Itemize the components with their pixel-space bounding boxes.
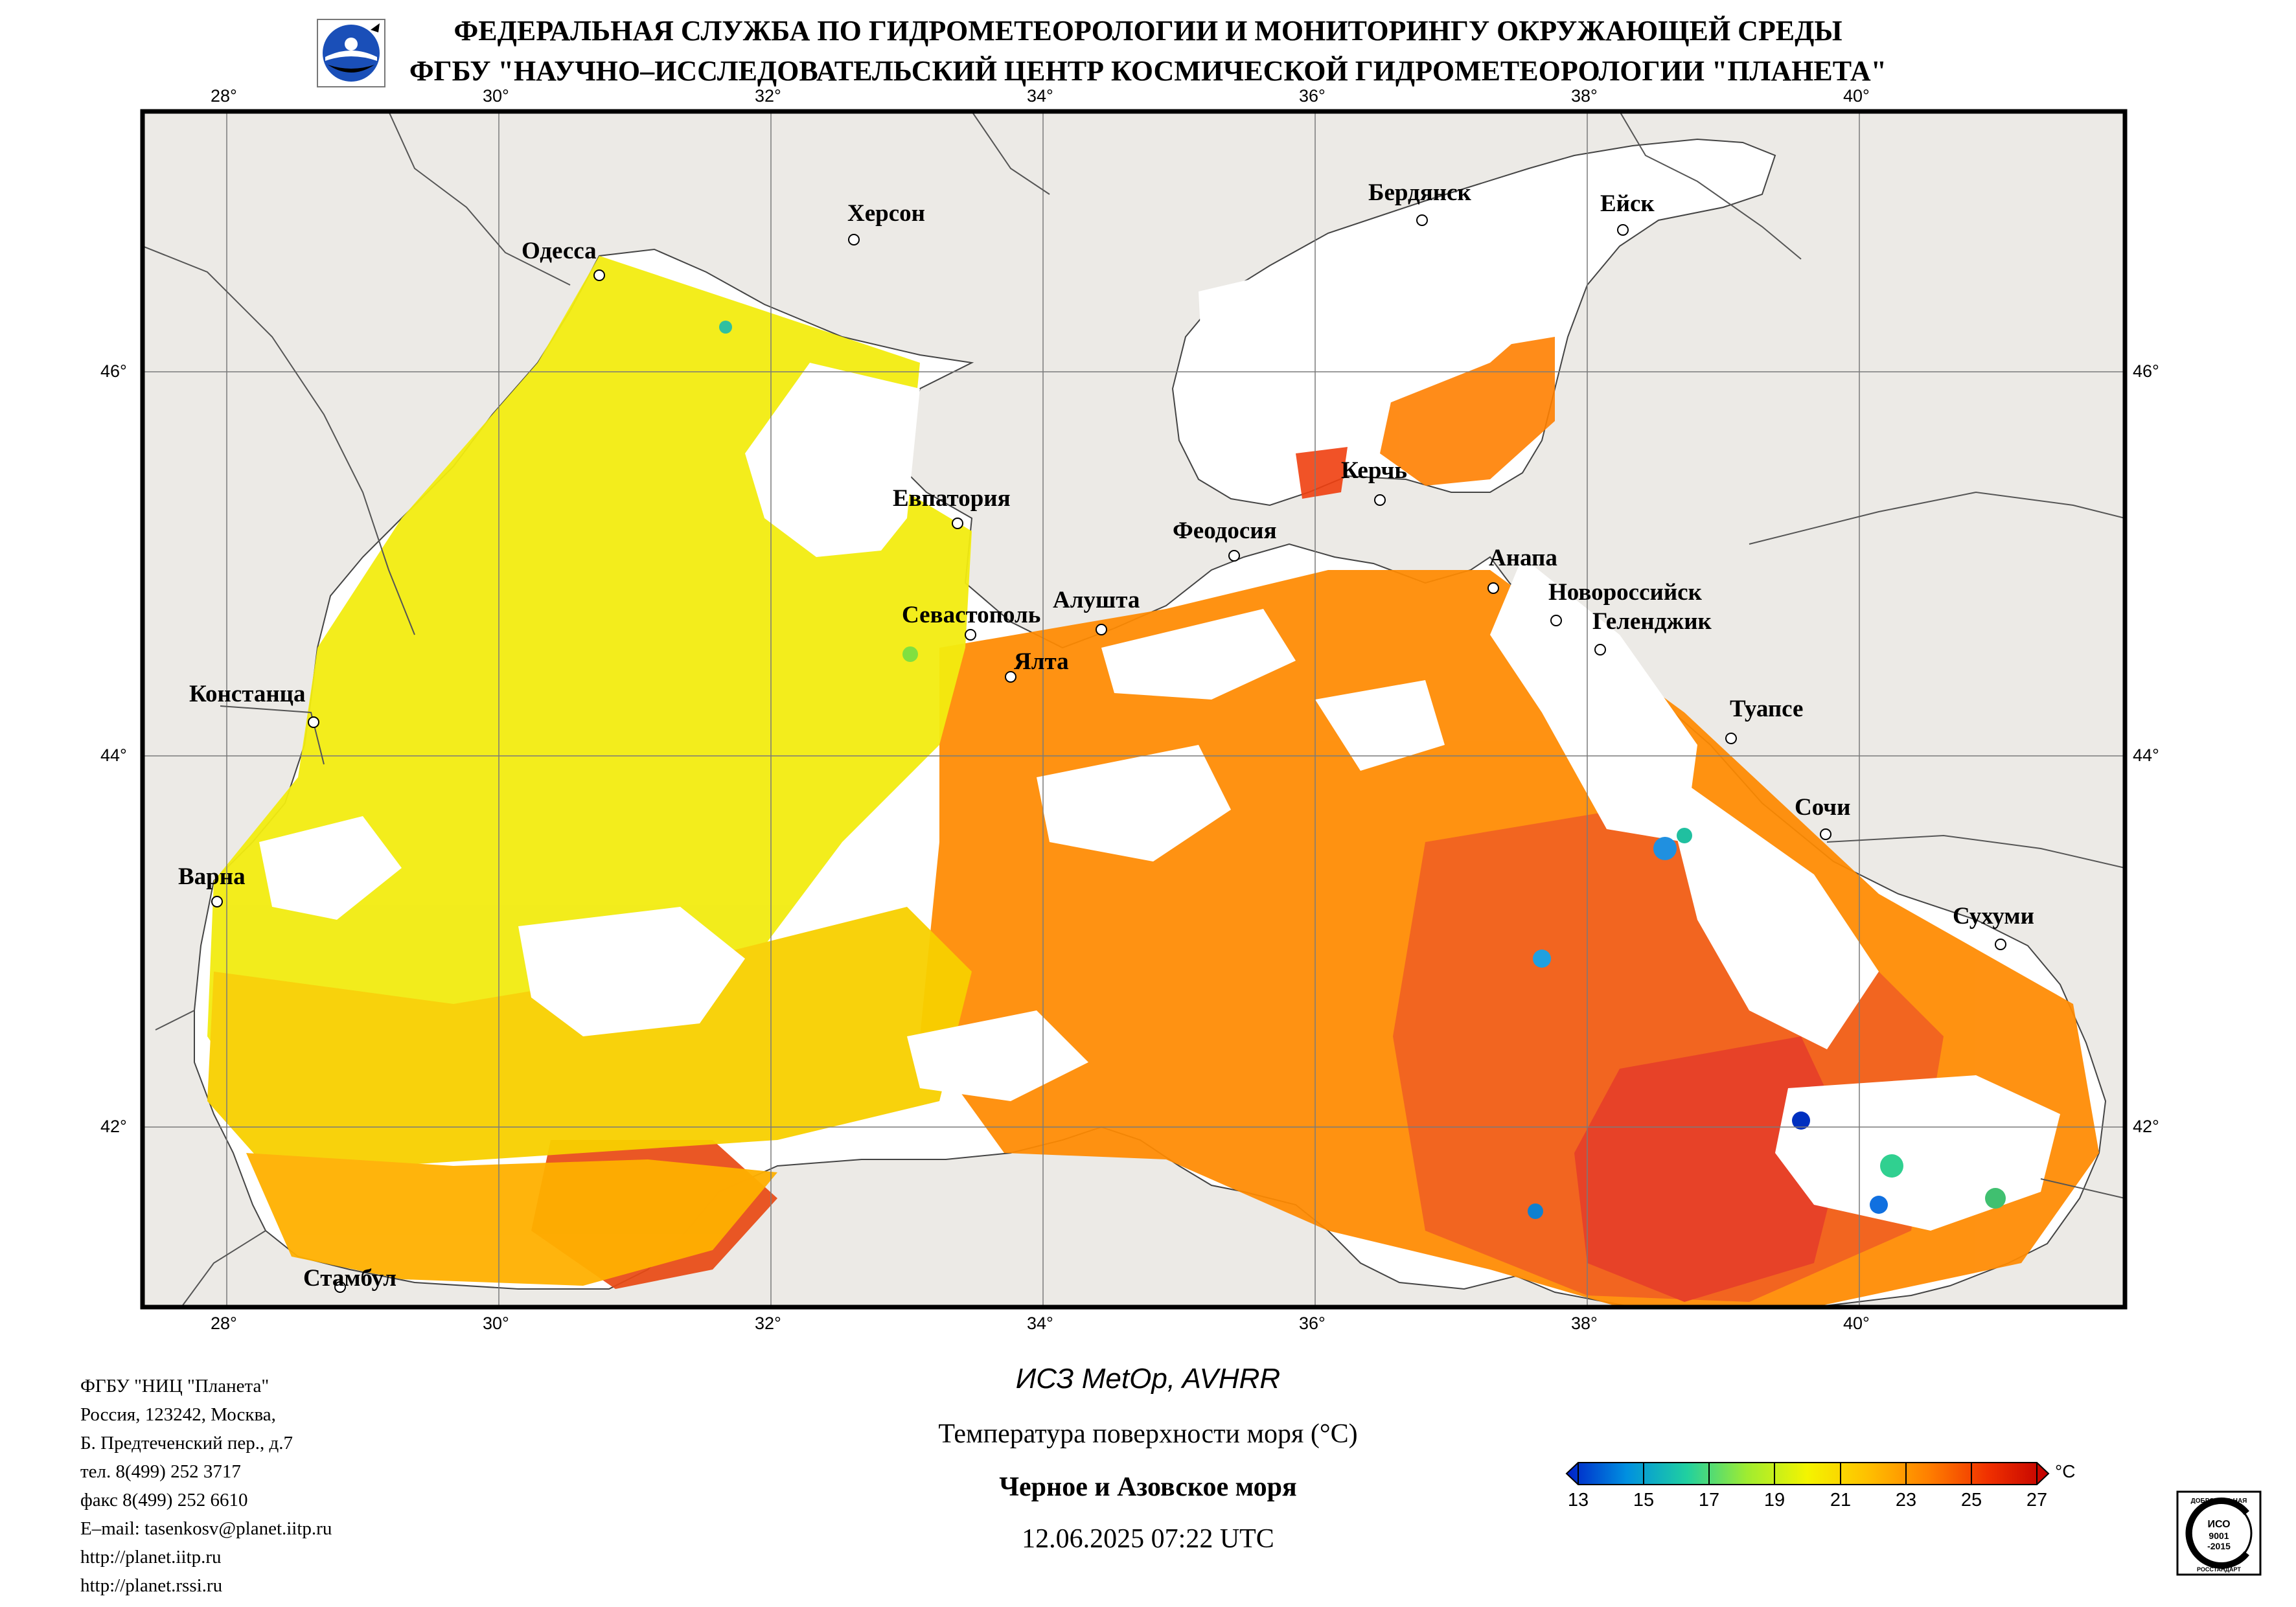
caption-datetime: 12.06.2025 07:22 UTC: [1022, 1524, 1274, 1554]
iso-center-text: ИСО: [2207, 1519, 2230, 1530]
colorbar-tick-23: 23: [1895, 1490, 1917, 1510]
city-markers: [211, 214, 2006, 1293]
map-frame: [140, 109, 2128, 1310]
lon-label-top-32: 32°: [755, 86, 781, 106]
lon-label-top-34: 34°: [1027, 86, 1053, 106]
graticule: [143, 111, 2125, 1307]
lat-label-right-46: 46°: [2133, 361, 2159, 381]
lat-label-left-44: 44°: [100, 746, 127, 765]
lat-label-right-42: 42°: [2133, 1117, 2159, 1136]
city-label-tuapse: Туапсе: [1730, 696, 1804, 722]
lon-label-top-36: 36°: [1299, 86, 1326, 106]
city-label-gelendzhik: Геленджик: [1592, 608, 1712, 635]
header-line-1: ФЕДЕРАЛЬНАЯ СЛУЖБА ПО ГИДРОМЕТЕОРОЛОГИИ …: [453, 15, 1843, 47]
city-label-evpatoria: Евпатория: [893, 485, 1011, 512]
colorbar-tick-25: 25: [1960, 1490, 1982, 1510]
address-org: ФГБУ "НИЦ "Планета": [80, 1376, 270, 1396]
address-phone: тел. 8(499) 252 3717: [80, 1461, 241, 1482]
address-website-1[interactable]: http://planet.iitp.ru: [80, 1547, 222, 1567]
iso-year-text: -2015: [2207, 1541, 2231, 1551]
colorbar-tick-17: 17: [1698, 1490, 1720, 1510]
address-country-city: Россия, 123242, Москва,: [80, 1404, 276, 1425]
city-label-alushta: Алушта: [1053, 587, 1140, 613]
address-website-2[interactable]: http://planet.rssi.ru: [80, 1575, 223, 1596]
lat-label-left-42: 42°: [100, 1117, 127, 1136]
colorbar-unit: °C: [2055, 1461, 2076, 1481]
lon-label-top-38: 38°: [1571, 86, 1598, 106]
colorbar-tick-27: 27: [2026, 1490, 2048, 1510]
lon-label-top-28: 28°: [211, 86, 237, 106]
caption-parameter: Температура поверхности моря (°C): [938, 1419, 1358, 1449]
caption-region: Черное и Азовское моря: [999, 1472, 1297, 1502]
city-label-kerch: Керчь: [1341, 457, 1407, 484]
lat-label-right-44: 44°: [2133, 746, 2159, 765]
city-label-feodosia: Феодосия: [1173, 518, 1277, 544]
city-label-istanbul: Стамбул: [303, 1265, 396, 1292]
address-fax: факс 8(499) 252 6610: [80, 1490, 248, 1510]
city-label-yeysk: Ейск: [1600, 190, 1655, 217]
iso-certification-icon: ДОБРОВОЛЬНАЯ ИСО 9001 -2015 РОССТАНДАРТ: [2176, 1490, 2262, 1576]
lon-label-bottom-30: 30°: [483, 1314, 509, 1333]
city-label-yalta: Ялта: [1014, 648, 1069, 675]
colorbar-tick-21: 21: [1830, 1490, 1852, 1510]
iso-code-text: 9001: [2209, 1531, 2229, 1541]
colorbar-tick-15: 15: [1633, 1490, 1655, 1510]
lat-label-left-46: 46°: [100, 361, 127, 381]
city-label-constanta: Констанца: [189, 681, 306, 707]
address-email: E–mail: tasenkosv@planet.iitp.ru: [80, 1518, 332, 1539]
country-borders: [143, 111, 2125, 1307]
lon-label-bottom-34: 34°: [1027, 1314, 1053, 1333]
cloud-mask: [259, 168, 2060, 1231]
iso-bottom-text: РОССТАНДАРТ: [2197, 1566, 2241, 1573]
city-label-novorossiysk: Новороссийск: [1548, 579, 1702, 606]
city-label-sevastopol: Севастополь: [902, 602, 1041, 628]
city-label-kherson: Херсон: [847, 200, 925, 227]
lon-label-bottom-40: 40°: [1843, 1314, 1870, 1333]
city-label-sukhumi: Сухуми: [1953, 903, 2034, 929]
colorbar-tick-13: 13: [1567, 1490, 1589, 1510]
lon-label-bottom-28: 28°: [211, 1314, 237, 1333]
city-label-anapa: Анапа: [1489, 545, 1557, 571]
lon-label-bottom-38: 38°: [1571, 1314, 1598, 1333]
city-label-varna: Варна: [178, 863, 246, 890]
sst-cold-spots: [719, 321, 2006, 1219]
caption-satellite: ИСЗ MetOp, AVHRR: [1015, 1363, 1281, 1395]
colorbar: [1565, 1462, 2050, 1485]
lon-label-bottom-32: 32°: [755, 1314, 781, 1333]
city-label-sochi: Сочи: [1795, 794, 1851, 821]
header-line-2: ФГБУ "НАУЧНО–ИССЛЕДОВАТЕЛЬСКИЙ ЦЕНТР КОС…: [409, 55, 1887, 87]
city-label-berdyansk: Бердянск: [1368, 179, 1471, 206]
planeta-logo-icon: [317, 19, 385, 87]
lon-label-bottom-36: 36°: [1299, 1314, 1326, 1333]
lon-label-top-30: 30°: [483, 86, 509, 106]
address-street: Б. Предтеченский пер., д.7: [80, 1433, 293, 1453]
colorbar-tick-19: 19: [1763, 1490, 1785, 1510]
city-label-odessa: Одесса: [522, 238, 597, 264]
iso-top-text: ДОБРОВОЛЬНАЯ: [2191, 1498, 2247, 1505]
lon-label-top-40: 40°: [1843, 86, 1870, 106]
